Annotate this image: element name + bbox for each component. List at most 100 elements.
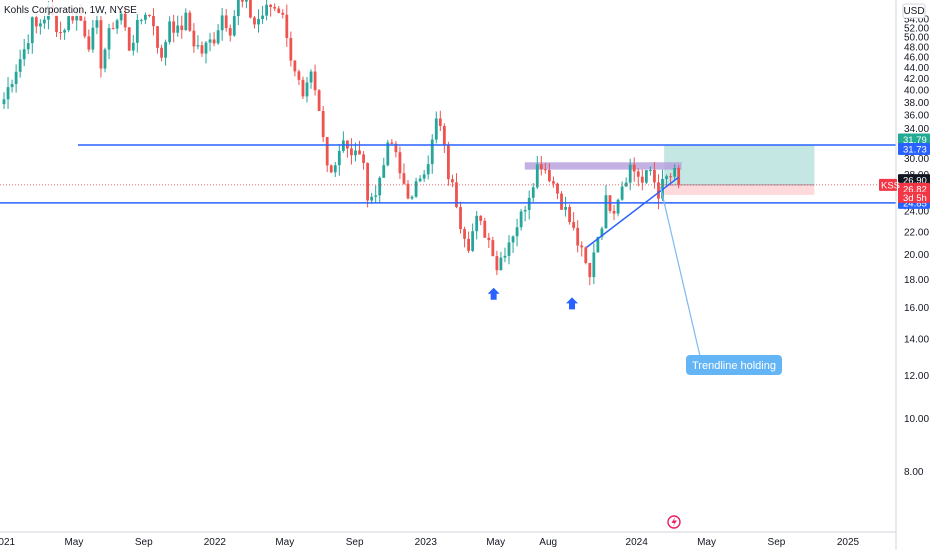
- candle-body: [273, 6, 277, 9]
- currency-label: USD: [903, 6, 924, 17]
- candle-body: [463, 229, 466, 239]
- time-tick-label: Sep: [346, 537, 364, 548]
- candle-body: [257, 19, 260, 25]
- candle-body: [176, 25, 180, 33]
- time-tick-label: Sep: [768, 537, 786, 548]
- candle-body: [228, 28, 232, 36]
- logo-icon[interactable]: [667, 515, 681, 529]
- price-tick-label: 20.00: [904, 250, 929, 261]
- candle-body: [313, 71, 317, 91]
- candle-body: [200, 45, 204, 54]
- time-tick-label: May: [275, 537, 294, 548]
- candle-body: [212, 39, 216, 44]
- time-tick-label: May: [697, 537, 716, 548]
- candle-body: [568, 206, 571, 223]
- candle-body: [55, 14, 58, 33]
- candle-body: [475, 215, 479, 232]
- candle-body: [483, 220, 487, 238]
- candle-body: [552, 181, 555, 184]
- candle-body: [156, 26, 159, 48]
- candle-body: [91, 27, 95, 50]
- candle-body: [220, 15, 224, 31]
- price-axis[interactable]: 8.00 10.00 12.00 14.00 16.00 18.00 20.00 22.00 2…: [904, 14, 929, 478]
- candle-body: [556, 183, 559, 194]
- candle-body: [18, 59, 22, 72]
- candle-body: [30, 17, 34, 44]
- candle-body: [374, 195, 378, 197]
- candle-body: [584, 247, 588, 263]
- candle-body: [135, 19, 139, 43]
- candle-body: [467, 238, 470, 251]
- candle-body: [168, 21, 172, 43]
- countdown-badge: [898, 192, 930, 203]
- candle-body: [26, 43, 30, 50]
- plot-area[interactable]: [0, 0, 896, 550]
- price-tick-label: 38.00: [904, 98, 929, 109]
- candle-body: [99, 20, 103, 69]
- candle-body: [442, 125, 446, 145]
- candle-body: [523, 209, 527, 212]
- candle-body: [596, 236, 600, 253]
- price-tick-label: 46.00: [904, 52, 929, 63]
- time-tick-label: 2023: [415, 537, 438, 548]
- price-label-text: 26.90: [903, 176, 927, 187]
- candle-body: [293, 60, 297, 72]
- candle-body: [131, 42, 135, 51]
- candle-body: [366, 162, 369, 201]
- candle-body: [471, 231, 475, 251]
- price-tick-label: 16.00: [904, 303, 929, 314]
- candle-body: [245, 0, 248, 2]
- annotation-layer: Trendline holding: [487, 186, 782, 375]
- resistance-box: [524, 162, 682, 170]
- candle-body: [592, 252, 596, 278]
- candle-body: [499, 257, 503, 271]
- candle-body: [382, 165, 386, 178]
- candle-body: [184, 12, 188, 31]
- candle-body: [172, 21, 176, 33]
- candle-body: [240, 0, 244, 2]
- price-tick-label: 8.00: [904, 467, 924, 478]
- candle-body: [406, 183, 410, 199]
- candle-body: [640, 176, 644, 183]
- candle-body: [616, 199, 620, 214]
- price-tick-label: 24.00: [904, 207, 929, 218]
- time-tick-label: May: [486, 537, 505, 548]
- price-tick-label: 30.00: [904, 154, 929, 165]
- candle-body: [491, 240, 495, 257]
- candle-body: [261, 15, 264, 20]
- lines-layer: [0, 144, 896, 248]
- candle-body: [305, 82, 309, 97]
- candle-body: [390, 142, 394, 144]
- candle-body: [507, 242, 511, 256]
- candle-body: [139, 19, 143, 21]
- candle-body: [527, 197, 531, 210]
- time-tick-label: May: [64, 537, 83, 548]
- zones-layer: [524, 144, 815, 195]
- candle-body: [649, 169, 652, 171]
- ticker-label: KSS: [881, 180, 900, 191]
- candle-body: [576, 227, 580, 246]
- arrow-up-icon: [566, 297, 579, 310]
- candle-body: [548, 169, 551, 182]
- candle-body: [277, 8, 281, 13]
- candle-body: [632, 164, 636, 172]
- candle-body: [67, 16, 71, 31]
- candle-body: [119, 13, 123, 21]
- currency-badge[interactable]: [902, 3, 926, 19]
- candle-body: [519, 211, 523, 228]
- candle-body: [2, 99, 6, 105]
- candle-body: [83, 20, 87, 37]
- candle-body: [249, 0, 252, 18]
- time-axis[interactable]: 2021 May Sep 2022 May Sep 2023 May Aug 2024 May Sep…: [0, 537, 860, 548]
- candle-body: [59, 32, 62, 34]
- candle-body: [269, 4, 273, 7]
- candle-body: [289, 38, 293, 61]
- candle-body: [572, 222, 576, 228]
- candle-body: [6, 87, 10, 100]
- corner-settings[interactable]: [898, 540, 932, 550]
- candle-body: [438, 118, 442, 126]
- price-tick-label: 44.00: [904, 63, 929, 74]
- candle-body: [297, 71, 301, 80]
- price-tick-label: 34.00: [904, 124, 929, 135]
